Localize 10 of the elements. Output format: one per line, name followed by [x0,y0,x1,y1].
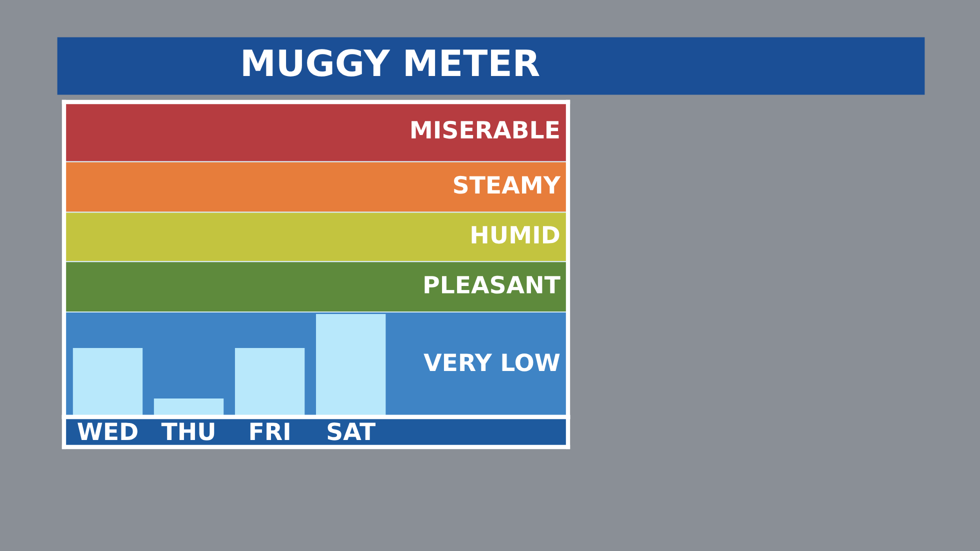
band-label: HUMID [472,226,560,244]
band-label: VERY LOW [424,353,560,372]
x-tick-label: WED [78,422,138,440]
band-label: STEAMY [454,176,561,194]
x-tick-label: THU [161,422,214,440]
x-tick-label: SAT [328,422,376,440]
x-tick-label: FRI [250,422,290,440]
band-label: MISERABLE [412,120,559,139]
band-label: PLEASANT [424,276,560,294]
chart-title: MUGGY METER [243,49,540,76]
